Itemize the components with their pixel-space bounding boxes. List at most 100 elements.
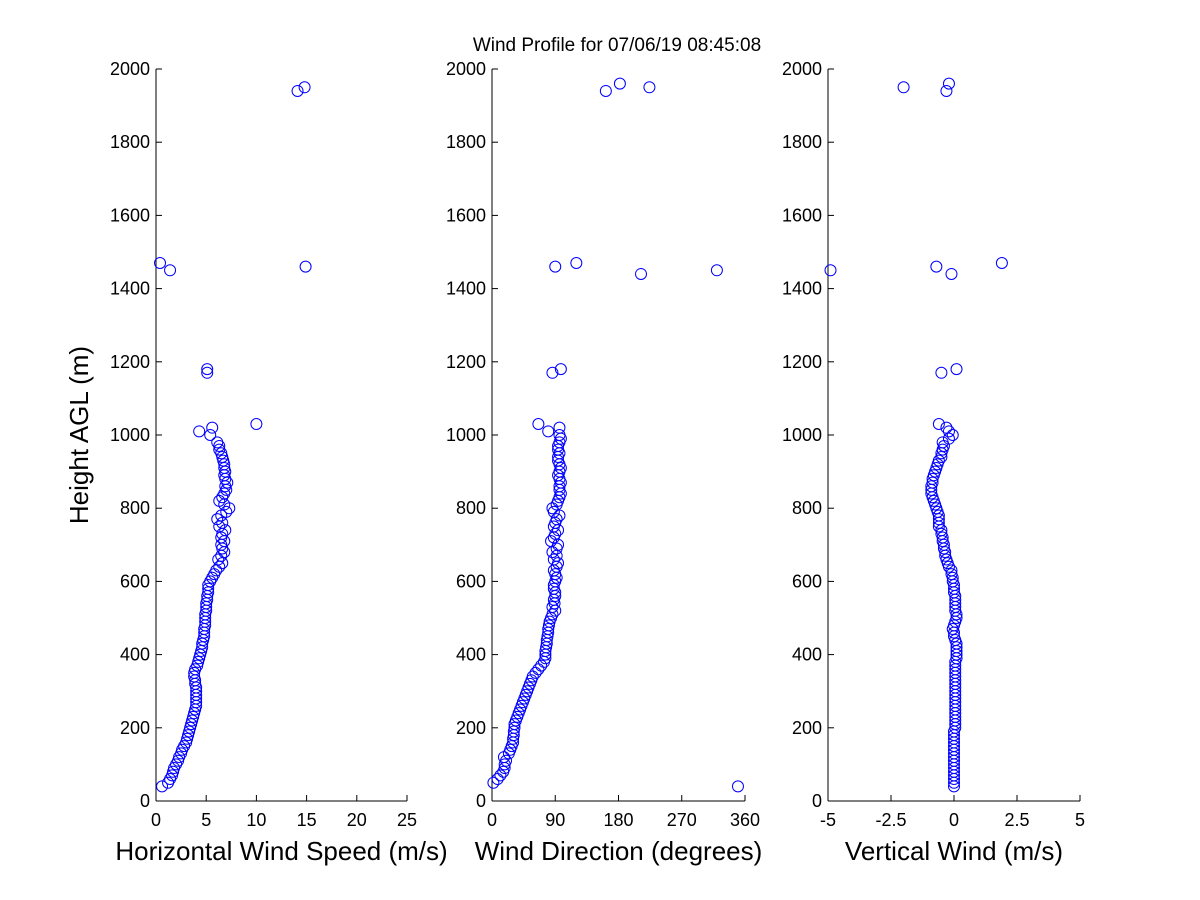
data-point xyxy=(926,476,939,489)
data-point xyxy=(487,776,500,789)
x-tick-label: 0 xyxy=(151,810,161,830)
y-tick-label: 1600 xyxy=(446,205,486,225)
y-tick-label: 600 xyxy=(120,571,150,591)
x-tick-label: 20 xyxy=(347,810,367,830)
data-point xyxy=(193,425,206,438)
data-point xyxy=(546,366,559,379)
data-point xyxy=(936,436,949,449)
data-point xyxy=(535,659,548,672)
data-point xyxy=(950,363,963,376)
y-tick-label: 1800 xyxy=(782,132,822,152)
y-tick-label: 400 xyxy=(120,645,150,665)
y-tick-label: 200 xyxy=(792,718,822,738)
data-point xyxy=(206,421,219,434)
data-point xyxy=(550,513,563,526)
data-point xyxy=(643,81,656,94)
data-point xyxy=(211,513,224,526)
y-tick-label: 600 xyxy=(792,571,822,591)
y-tick-label: 1600 xyxy=(110,205,150,225)
data-point xyxy=(995,256,1008,269)
horizontal-wind-speed-panel: 0 200 400 600 800 1000 1200 1400 1600 1800 2000 0 5 1… xyxy=(110,59,448,866)
data-point xyxy=(946,429,959,441)
y-tick-label: 2000 xyxy=(446,59,486,79)
data-point xyxy=(212,553,225,566)
y-tick-label: 1200 xyxy=(110,352,150,372)
data-point xyxy=(940,84,953,97)
x-tick-label: -5 xyxy=(820,810,836,830)
x-tick-label: 180 xyxy=(603,810,633,830)
y-tick-label: 400 xyxy=(792,645,822,665)
y-tick-label: 1600 xyxy=(782,205,822,225)
data-point xyxy=(942,77,955,90)
x-tick-label: 0 xyxy=(949,810,959,830)
y-tick-label: 1200 xyxy=(446,352,486,372)
data-point xyxy=(547,582,560,595)
data-point xyxy=(298,81,311,94)
data-point xyxy=(570,256,583,269)
data-point xyxy=(213,443,226,456)
data-point xyxy=(204,429,217,441)
data-point xyxy=(950,641,963,654)
vertical-wind-panel: 0 200 400 600 800 1000 1200 1400 1600 1800 2000 -5 -… xyxy=(782,59,1085,866)
data-point xyxy=(156,780,169,793)
y-axis-label: Height AGL (m) xyxy=(64,346,94,524)
data-point xyxy=(932,418,945,431)
data-point xyxy=(220,505,233,518)
data-point xyxy=(154,256,167,269)
x-tick-label: 10 xyxy=(246,810,266,830)
y-tick-label: 1400 xyxy=(110,279,150,299)
data-point xyxy=(613,77,626,90)
data-point xyxy=(219,524,232,537)
y-tick-label: 1400 xyxy=(446,279,486,299)
data-point xyxy=(930,260,943,273)
data-point xyxy=(546,601,559,614)
data-point xyxy=(202,582,215,595)
data-point xyxy=(935,527,948,540)
data-point xyxy=(553,429,566,441)
data-point xyxy=(542,425,555,438)
x-axis-label: Vertical Wind (m/s) xyxy=(845,836,1063,866)
data-point xyxy=(552,538,565,551)
wind-direction-panel: 0 200 400 600 800 1000 1200 1400 1600 1800 2000 0 90… xyxy=(446,59,762,866)
x-tick-label: 270 xyxy=(667,810,697,830)
figure-title: Wind Profile for 07/06/19 08:45:08 xyxy=(473,35,761,56)
x-tick-label: 0 xyxy=(487,810,497,830)
data-point xyxy=(945,267,958,280)
data-point xyxy=(940,421,953,434)
data-point xyxy=(500,754,513,767)
data-point xyxy=(494,769,507,782)
data-point xyxy=(942,432,955,445)
data-point xyxy=(932,454,945,467)
y-tick-label: 1200 xyxy=(782,352,822,372)
data-point xyxy=(945,564,958,577)
x-tick-label: 360 xyxy=(730,810,760,830)
y-tick-label: 400 xyxy=(456,645,486,665)
y-tick-label: 2000 xyxy=(782,59,822,79)
data-point xyxy=(942,425,955,438)
y-tick-label: 1000 xyxy=(446,425,486,445)
data-point xyxy=(553,421,566,434)
data-point xyxy=(932,513,945,526)
y-tick-label: 0 xyxy=(476,791,486,811)
data-point xyxy=(291,84,304,97)
data-point xyxy=(542,622,555,635)
data-point xyxy=(710,264,723,277)
y-tick-label: 1800 xyxy=(446,132,486,152)
data-point xyxy=(552,443,565,456)
data-point xyxy=(250,418,263,431)
y-tick-label: 1400 xyxy=(782,279,822,299)
x-tick-label: 2.5 xyxy=(1004,810,1029,830)
data-point xyxy=(552,557,565,570)
y-tick-label: 1000 xyxy=(782,425,822,445)
x-tick-label: 5 xyxy=(1075,810,1085,830)
y-tick-label: 200 xyxy=(120,718,150,738)
y-tick-label: 600 xyxy=(456,571,486,591)
x-tick-label: -2.5 xyxy=(875,810,906,830)
y-tick-label: 0 xyxy=(812,791,822,811)
y-tick-label: 800 xyxy=(120,498,150,518)
data-point xyxy=(188,670,201,683)
data-point xyxy=(634,267,647,280)
x-axis-label: Wind Direction (degrees) xyxy=(475,836,763,866)
y-tick-label: 0 xyxy=(140,791,150,811)
